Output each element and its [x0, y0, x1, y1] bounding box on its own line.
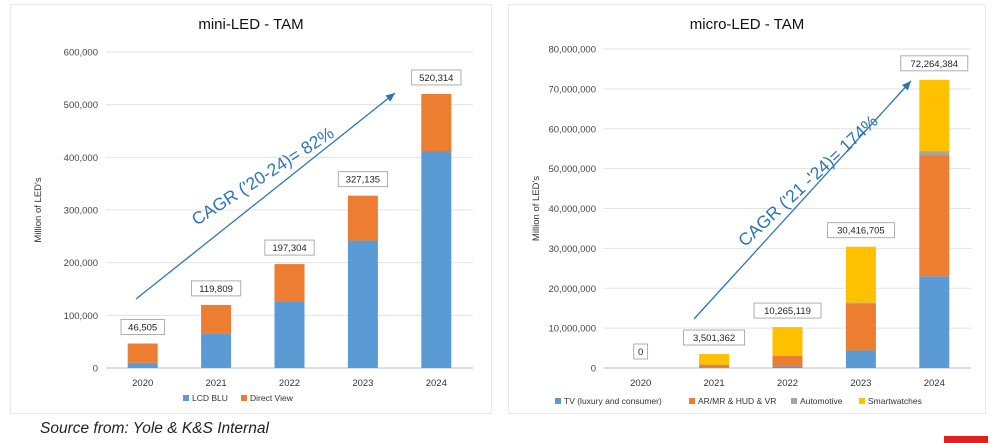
data-label: 10,265,119: [764, 306, 811, 317]
y-tick-label: 30,000,000: [548, 244, 596, 255]
mini-led-chart: mini-LED - TAM Million of LED's 0 100,000 20…: [33, 16, 473, 403]
bar-segment: [772, 355, 803, 367]
legend-label: TV (luxury and consumer): [564, 396, 662, 406]
chart-title: micro-LED - TAM: [690, 16, 804, 33]
y-tick-label: 80,000,000: [548, 45, 596, 56]
y-tick-label: 50,000,000: [548, 164, 596, 175]
y-tick-label: 10,000,000: [548, 324, 596, 335]
y-axis-label: Million of LED's: [531, 176, 542, 241]
data-label: 197,304: [272, 243, 306, 254]
chart-title: mini-LED - TAM: [198, 16, 303, 33]
bar-segment: [699, 354, 730, 365]
data-label: 327,135: [346, 175, 380, 186]
cagr-annotation: CAGR ('20-24)= 82%: [188, 123, 338, 230]
x-tick-label: 2024: [426, 378, 447, 389]
data-label-box: [900, 55, 969, 72]
data-label: 72,264,384: [911, 59, 959, 70]
data-label-box: [683, 329, 746, 346]
bar-segment: [919, 79, 950, 152]
bar-segment: [845, 350, 876, 368]
data-label-box: [633, 343, 649, 360]
legend-label: Automotive: [800, 396, 843, 406]
y-tick-label: 70,000,000: [548, 84, 596, 95]
legend-label: LCD BLU: [192, 393, 228, 403]
y-tick-label: 500,000: [64, 100, 98, 111]
data-label-box: [826, 222, 895, 239]
bar-segment: [919, 151, 950, 156]
legend-label: AR/MR & HUD & VR: [698, 396, 776, 406]
x-tick-label: 2022: [777, 378, 798, 389]
bar-segment: [421, 151, 452, 368]
brand-logo-mark: [944, 436, 988, 443]
cagr-arrowhead: [901, 81, 911, 91]
bar-segment: [845, 303, 876, 351]
x-tick-label: 2023: [352, 378, 373, 389]
data-label-box: [411, 69, 462, 86]
cagr-arrow: [693, 80, 912, 320]
bar-segment: [772, 327, 803, 356]
micro-led-chart: micro-LED - TAM Million of LED's 0 10,000,0…: [531, 16, 971, 406]
bar-segment: [347, 240, 378, 368]
x-tick-label: 2024: [924, 378, 945, 389]
legend-swatch: [791, 398, 797, 404]
micro-led-chart-panel: micro-LED - TAM Million of LED's 0 10,000,0…: [508, 4, 986, 414]
x-tick-label: 2022: [279, 378, 300, 389]
data-label: 46,505: [128, 323, 157, 334]
data-label: 520,314: [419, 73, 453, 84]
data-label-box: [753, 302, 822, 319]
bar-segment: [845, 246, 876, 303]
legend-swatch: [859, 398, 865, 404]
x-tick-label: 2023: [850, 378, 871, 389]
y-tick-label: 600,000: [64, 48, 98, 59]
data-label-box: [120, 319, 165, 335]
y-tick-label: 400,000: [64, 153, 98, 164]
y-tick-label: 300,000: [64, 206, 98, 217]
bar-segment: [919, 155, 950, 277]
data-label: 3,501,362: [693, 333, 735, 344]
bar-segment: [347, 195, 378, 241]
data-label-box: [264, 239, 315, 256]
y-tick-label: 0: [591, 364, 596, 375]
bar-segment: [772, 355, 803, 356]
x-tick-label: 2021: [704, 378, 725, 389]
source-caption: Source from: Yole & K&S Internal: [40, 420, 269, 437]
y-tick-label: 200,000: [64, 258, 98, 269]
mini-led-chart-panel: mini-LED - TAM Million of LED's 0 100,000 20…: [10, 4, 492, 414]
data-label: 119,809: [199, 284, 233, 295]
y-tick-label: 60,000,000: [548, 124, 596, 135]
y-tick-label: 40,000,000: [548, 204, 596, 215]
data-label: 0: [638, 347, 643, 358]
y-tick-label: 20,000,000: [548, 284, 596, 295]
y-tick-label: 100,000: [64, 311, 98, 322]
legend-swatch: [183, 395, 189, 401]
bar-segment: [421, 93, 452, 152]
legend-swatch: [241, 395, 247, 401]
x-tick-label: 2020: [630, 378, 651, 389]
legend-label: Direct View: [250, 393, 294, 403]
y-axis-label: Million of LED's: [33, 177, 44, 242]
data-label-box: [191, 280, 242, 297]
bar-segment: [919, 276, 950, 368]
bar-segment: [201, 304, 232, 334]
x-tick-label: 2021: [206, 378, 227, 389]
bar-segment: [127, 343, 158, 363]
bar-segment: [201, 333, 232, 368]
legend-swatch: [555, 398, 561, 404]
cagr-arrow: [135, 92, 396, 300]
bar-segment: [699, 364, 730, 366]
bar-segment: [274, 264, 305, 302]
legend-label: Smartwatches: [868, 396, 922, 406]
bar-segment: [772, 366, 803, 368]
data-label-box: [337, 171, 388, 188]
bar-segment: [699, 367, 730, 369]
x-tick-label: 2020: [132, 378, 153, 389]
legend-swatch: [689, 398, 695, 404]
bar-segment: [127, 362, 158, 368]
bar-segment: [274, 301, 305, 368]
bar-segment: [845, 302, 876, 304]
y-tick-label: 0: [93, 364, 98, 375]
data-label: 30,416,705: [837, 226, 885, 237]
cagr-arrowhead: [385, 93, 395, 102]
bar-segment: [699, 364, 730, 368]
